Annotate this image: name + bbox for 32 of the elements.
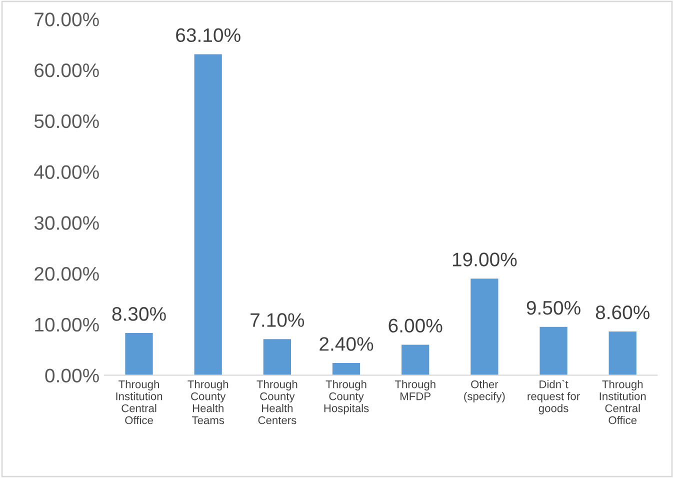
x-tick-label: Didn`t request for goods <box>528 380 580 414</box>
x-tick-label: Other (specify) <box>464 380 505 402</box>
bar <box>608 331 636 376</box>
data-label: 6.00% <box>388 318 442 333</box>
data-label: 63.10% <box>176 28 240 42</box>
bar <box>402 344 430 376</box>
bar <box>470 278 498 376</box>
data-label: 8.30% <box>112 307 166 321</box>
bar <box>332 363 360 376</box>
y-tick-label: 30.00% <box>34 216 99 230</box>
data-label: 19.00% <box>452 252 517 266</box>
y-tick-label: 20.00% <box>34 266 99 281</box>
data-label: 8.60% <box>596 306 650 320</box>
y-tick-label: 50.00% <box>34 114 99 128</box>
x-tick-label: Through County Health Teams <box>188 380 228 424</box>
x-tick-label: Through County Hospitals <box>324 380 369 414</box>
x-tick-label: Through County Health Centers <box>256 380 298 424</box>
y-tick-label: 10.00% <box>35 318 99 332</box>
y-tick-label: 60.00% <box>34 63 99 78</box>
bar <box>263 339 291 376</box>
bar <box>125 333 153 376</box>
y-tick-label: 40.00% <box>34 165 99 179</box>
x-tick-label: Through MFDP <box>394 380 436 400</box>
x-tick-label: Through Institution Central Office <box>116 380 162 424</box>
data-label: 7.10% <box>250 313 304 327</box>
bar <box>194 54 222 376</box>
y-tick-label: 0.00% <box>45 368 99 382</box>
y-tick-label: 70.00% <box>34 12 99 26</box>
bar <box>540 326 568 376</box>
data-label: 9.50% <box>526 300 580 315</box>
x-tick-label: Through Institution Central Office <box>600 380 646 424</box>
data-label: 2.40% <box>320 337 374 351</box>
